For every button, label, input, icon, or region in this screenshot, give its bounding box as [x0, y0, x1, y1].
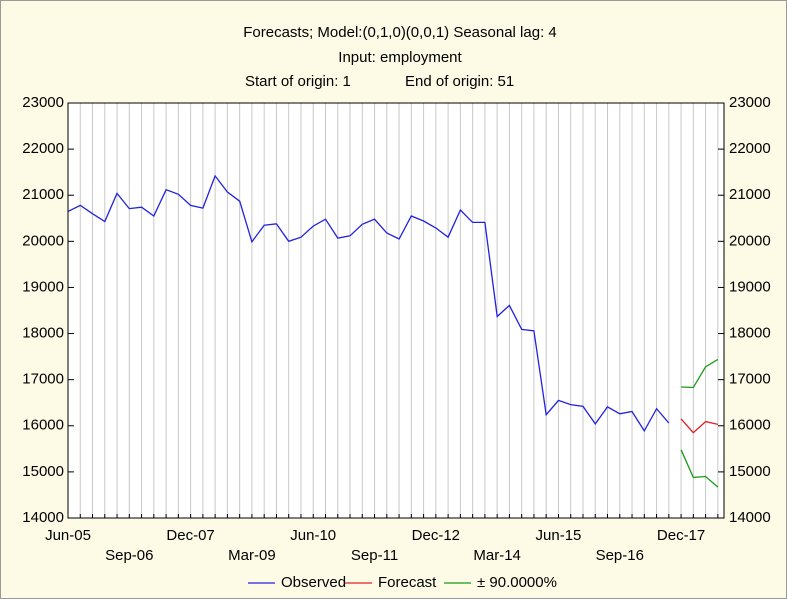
- y2-tick-label: 23000: [729, 94, 771, 111]
- y-tick-label: 22000: [22, 140, 64, 157]
- y2-tick-label: 21000: [729, 186, 771, 203]
- y2-tick-label: 18000: [729, 325, 771, 342]
- y-tick-label: 14000: [22, 509, 64, 526]
- y2-tick-label: 19000: [729, 278, 771, 295]
- x-tick-label: Jun-10: [290, 527, 336, 544]
- y-tick-label: 20000: [22, 232, 64, 249]
- plot-area: [68, 103, 724, 518]
- y-tick-label: 15000: [22, 463, 64, 480]
- legend-label: Forecast: [378, 574, 437, 591]
- y-tick-label: 21000: [22, 186, 64, 203]
- series-line: [680, 449, 719, 488]
- chart-subtitle: Input: employment: [338, 49, 462, 66]
- plot-border: [67, 102, 725, 519]
- y2-tick-label: 17000: [729, 371, 771, 388]
- y2-tick-label: 16000: [729, 417, 771, 434]
- y-tick-label: 19000: [22, 278, 64, 295]
- x-tick-label: Mar-09: [228, 547, 276, 564]
- x-tick-label: Jun-05: [45, 527, 91, 544]
- y-tick-label: 18000: [22, 325, 64, 342]
- y2-tick-label: 22000: [729, 140, 771, 157]
- y-tick-label: 17000: [22, 371, 64, 388]
- y2-tick-label: 20000: [729, 232, 771, 249]
- series-line: [681, 358, 719, 389]
- y-tick-label: 16000: [22, 417, 64, 434]
- x-tick-label: Sep-11: [351, 547, 398, 564]
- y2-tick-label: 15000: [729, 463, 771, 480]
- y-tick-label: 23000: [22, 94, 64, 111]
- x-tick-label: Dec-07: [166, 527, 214, 544]
- chart-title: Forecasts; Model:(0,1,0)(0,0,1) Seasonal…: [243, 24, 557, 41]
- annotation: Start of origin: 1: [245, 73, 351, 90]
- y2-tick-label: 14000: [729, 509, 771, 526]
- series-line: [67, 174, 670, 433]
- x-tick-label: Dec-12: [412, 527, 460, 544]
- legend-label: ± 90.0000%: [477, 574, 557, 591]
- x-tick-label: Sep-16: [596, 547, 644, 564]
- x-tick-label: Mar-14: [473, 547, 521, 564]
- series-line: [680, 418, 719, 434]
- annotation: End of origin: 51: [405, 73, 514, 90]
- x-tick-label: Jun-15: [536, 527, 582, 544]
- x-tick-label: Dec-17: [657, 527, 705, 544]
- legend-label: Observed: [281, 574, 346, 591]
- x-tick-label: Sep-06: [105, 547, 153, 564]
